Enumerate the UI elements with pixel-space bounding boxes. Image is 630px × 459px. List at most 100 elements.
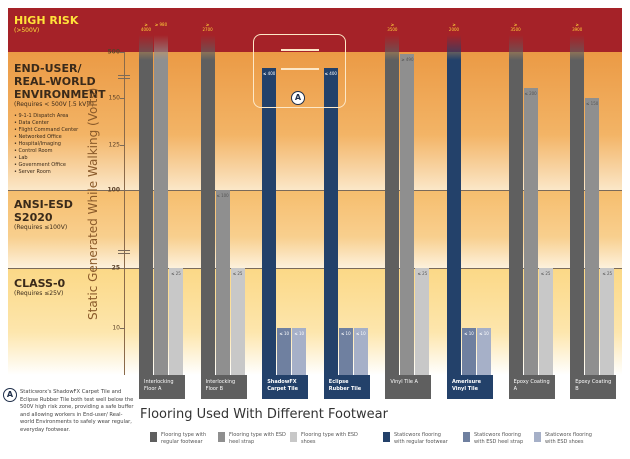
bar-value-label: ≤ 10 [355, 331, 366, 336]
category-label: Eclipse Rubber Tile [323, 375, 370, 399]
y-tick-mark [120, 190, 125, 191]
axis-break-icon [118, 75, 130, 79]
bar-value-label: ≥ 4000 [140, 22, 152, 32]
bar-value-label: ≥ 490 [401, 56, 414, 62]
legend-label: Staticworx flooring with ESD shoes [545, 432, 592, 445]
bar-value-label: ≤ 25 [171, 271, 181, 276]
zone-end-user: END-USER/ REAL-WORLD ENVIRONMENT (Requir… [14, 62, 106, 176]
gridline-100 [8, 190, 622, 191]
gap-line-top [281, 49, 319, 51]
x-axis-title: Flooring Used With Different Footwear [140, 407, 388, 422]
environment-item: • Server Room [14, 169, 51, 175]
zone-sub: (Requires < 500V [.5 kV]*) [14, 101, 94, 108]
bar-regular [262, 68, 277, 375]
legend-item: Flooring type with regular footwear [150, 432, 219, 446]
legend-swatch [290, 432, 297, 442]
bar-esd-shoes [292, 328, 307, 375]
bar-value-label: ≤ 10 [279, 331, 290, 336]
bar-esd-shoes [353, 328, 368, 375]
zone-sub: (Requires ≤100V) [14, 224, 68, 231]
legend-label: Flooring type with regular footwear [161, 432, 207, 445]
zone-title: ENVIRONMENT [14, 88, 106, 101]
category-label: ShadowFX Carpet Tile [262, 375, 309, 399]
bar-value-label: ≥ 2000 [448, 22, 460, 32]
bar-heel-strap [523, 88, 538, 375]
y-tick-label: 125 [108, 141, 120, 149]
y-tick-mark [120, 98, 125, 99]
bar-value-label: ≥ 3900 [572, 22, 583, 32]
bar-value-label: ≤ 200 [524, 91, 537, 96]
zone-high-risk: HIGH RISK (>500V) [14, 14, 78, 35]
bar-value-label: ≥ 980 [154, 22, 168, 27]
callout-note: Staticworx's ShadowFX Carpet Tile and Ec… [20, 389, 134, 433]
bar-value-label: ≤ 100 [216, 193, 229, 198]
legend-item: Staticworx flooring with regular footwea… [383, 432, 452, 446]
zone-sub: (>500V) [14, 27, 40, 34]
bar-regular [139, 35, 153, 375]
environment-item: • Data Center [14, 120, 49, 126]
bar-heel-strap [215, 190, 230, 375]
legend-swatch [383, 432, 390, 442]
category-label: Epoxy Coating B [570, 375, 617, 399]
bar-heel-strap [154, 35, 168, 375]
legend-item: Flooring type with ESD shoes [290, 432, 359, 446]
legend-label: Flooring type with ESD heel strap [229, 432, 286, 445]
bar-regular [447, 35, 461, 375]
y-tick-mark [120, 145, 125, 146]
bar-heel-strap [338, 328, 353, 375]
legend-item: Staticworx flooring with ESD shoes [534, 432, 603, 446]
y-tick-mark [120, 268, 125, 269]
bar-value-label: ≥ 3500 [510, 22, 521, 32]
y-tick-mark [120, 328, 125, 329]
bar-value-label: ≤ 25 [540, 271, 551, 276]
legend-label: Flooring type with ESD shoes [301, 432, 358, 445]
y-tick-label: 100 [107, 186, 120, 194]
zone-title: CLASS-0 [14, 277, 66, 290]
environment-item: • Control Room [14, 148, 53, 154]
y-axis [124, 52, 125, 375]
environment-item: • Lab [14, 155, 28, 161]
zone-title: HIGH RISK [14, 14, 79, 27]
environment-item: • Hospital/Imaging [14, 141, 61, 147]
environment-item: • Flight Command Center [14, 127, 79, 133]
zone-ansi: ANSI-ESD S2020 (Requires ≤100V) [14, 198, 73, 232]
bar-value-label: ≤ 10 [294, 331, 305, 336]
bar-value-label: ≤ 25 [232, 271, 243, 276]
bar-regular [570, 35, 585, 375]
callout-badge-a: A [291, 91, 305, 105]
bar-esd-shoes [538, 268, 553, 375]
bar-heel-strap [585, 98, 600, 375]
bar-value-label: ≤ 150 [586, 101, 599, 106]
category-label: Vinyl Tile A [385, 375, 432, 399]
bar-value-label: ≤ 400 [263, 71, 276, 76]
legend-item: Flooring type with ESD heel strap [218, 432, 287, 446]
bar-regular [385, 35, 400, 375]
environment-item: • Networked Office [14, 134, 62, 140]
environment-item: • 9-1-1 Dispatch Area [14, 113, 69, 119]
y-tick-label: 150 [108, 94, 120, 102]
bar-heel-strap [462, 328, 476, 375]
y-tick-label: 25 [111, 264, 120, 272]
bar-esd-shoes [477, 328, 491, 375]
category-label: Interlocking Floor B [200, 375, 247, 399]
environment-item: • Government Office [14, 162, 66, 168]
y-tick-label: 10 [112, 324, 120, 332]
y-tick-mark [120, 52, 125, 53]
legend-label: Staticworx flooring with ESD heel strap [474, 432, 524, 445]
bar-value-label: ≤ 25 [602, 271, 613, 276]
bar-heel-strap [277, 328, 292, 375]
legend-swatch [218, 432, 225, 442]
y-axis-title: Static Generated While Walking (Volts) [86, 87, 100, 320]
bar-value-label: ≤ 10 [340, 331, 351, 336]
bar-value-label: ≥ 3500 [387, 22, 398, 32]
zone-sub: (Requires ≤25V) [14, 290, 64, 297]
bar-esd-shoes [230, 268, 245, 375]
bar-value-label: ≤ 400 [324, 71, 337, 76]
zone-title: END-USER/ [14, 62, 82, 75]
bar-heel-strap [400, 53, 415, 375]
legend-swatch [534, 432, 541, 442]
environment-list: • 9-1-1 Dispatch Area • Data Center • Flig… [14, 113, 106, 176]
bar-value-label: ≤ 10 [464, 331, 474, 336]
bar-esd-shoes [415, 268, 430, 375]
category-label: Interlocking Floor A [139, 375, 185, 399]
